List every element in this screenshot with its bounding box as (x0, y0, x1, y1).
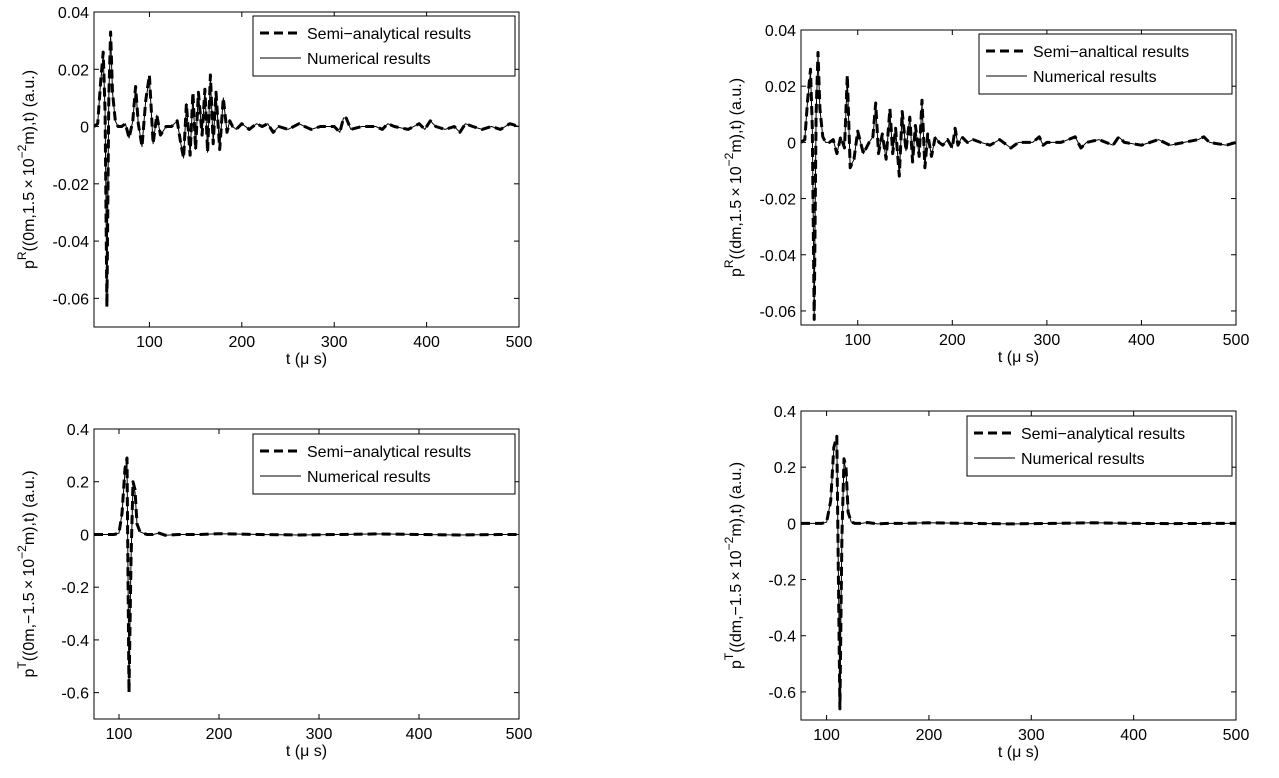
legend-box (966, 415, 1233, 477)
y-axis-label: pR((dm,1.5 × 10−2m),t) (a.u.) (722, 78, 745, 277)
legend-label: Numerical results (1021, 451, 1145, 468)
y-axis-label: pT((dm,−1.5 × 10−2m),t) (a.u.) (722, 462, 745, 669)
x-tick-label: 500 (1223, 332, 1250, 349)
y-tick-label: 0.04 (58, 5, 89, 22)
legend: Semi−analtical results Numerical results (978, 33, 1233, 95)
y-tick-label: 0.4 (67, 422, 89, 439)
panel-top-left: 100 200 300 400 500 -0.06 -0.04 -0.02 0 0.02 0.04 t… (15, 5, 532, 368)
x-tick-label: 400 (413, 334, 440, 351)
y-tick-label: -0.06 (760, 304, 797, 321)
x-tick-label: 100 (813, 727, 840, 744)
panel-bottom-right: 100 200 300 400 500 -0.6 -0.4 -0.2 0 0.2 0.4 t (μ s… (722, 404, 1249, 761)
y-tick-label: 0 (80, 527, 89, 544)
x-tick-label: 300 (1018, 727, 1045, 744)
x-tick-label: 500 (1223, 727, 1250, 744)
x-tick-label: 300 (1034, 332, 1061, 349)
y-axis-label: pT((0m,−1.5 × 10−2m),t) (a.u.) (15, 470, 38, 677)
legend-box (252, 15, 516, 77)
x-axis-label: t (μ s) (998, 744, 1039, 761)
y-tick-label: 0 (80, 120, 89, 137)
y-tick-label: -0.2 (61, 580, 89, 597)
x-tick-label: 400 (406, 726, 433, 743)
y-tick-label: 0.2 (67, 475, 89, 492)
legend-box (252, 433, 516, 495)
y-tick-label: 0 (787, 135, 796, 152)
x-tick-label: 100 (844, 332, 871, 349)
panel-bottom-left: 100 200 300 400 500 -0.6 -0.4 -0.2 0 0.2 0.4 t (μ s… (15, 422, 532, 760)
legend-label: Semi−analytical results (1021, 426, 1185, 443)
series-line-numerical (94, 460, 519, 688)
y-tick-label: 0.4 (774, 404, 796, 421)
y-tick-label: -0.2 (768, 573, 796, 590)
x-tick-label: 300 (306, 726, 333, 743)
series-line-numerical (801, 438, 1236, 701)
legend: Semi−analytical results Numerical results (252, 433, 516, 495)
x-tick-label: 200 (939, 332, 966, 349)
x-axis-label: t (μ s) (286, 351, 327, 368)
legend-label: Semi−analytical results (307, 444, 471, 461)
y-tick-label: -0.06 (53, 291, 90, 308)
y-tick-label: -0.02 (53, 177, 90, 194)
x-tick-label: 200 (206, 726, 233, 743)
x-tick-label: 500 (506, 726, 533, 743)
series-line-numerical (801, 54, 1236, 315)
legend-label: Semi−analytical results (307, 26, 471, 43)
y-tick-label: 0.02 (58, 62, 89, 79)
x-tick-label: 100 (106, 726, 133, 743)
y-tick-label: 0.02 (765, 79, 796, 96)
x-tick-label: 200 (916, 727, 943, 744)
y-tick-label: -0.6 (61, 686, 89, 703)
legend: Semi−analytical results Numerical results (966, 415, 1233, 477)
y-tick-label: 0.2 (774, 460, 796, 477)
legend-label: Numerical results (307, 51, 431, 68)
legend-label: Numerical results (307, 469, 431, 486)
x-tick-label: 400 (1128, 332, 1155, 349)
legend-label: Semi−analtical results (1033, 44, 1189, 61)
legend-label: Numerical results (1033, 69, 1157, 86)
y-tick-label: -0.02 (760, 192, 797, 209)
y-axis-label: pR((0m,1.5 × 10−2m),t) (a.u.) (15, 70, 38, 269)
x-axis-label: t (μ s) (286, 743, 327, 760)
x-tick-label: 400 (1120, 727, 1147, 744)
y-tick-label: -0.6 (768, 685, 796, 702)
panel-top-right: 100 200 300 400 500 -0.06 -0.04 -0.02 0 0.02 0.04 t… (722, 23, 1249, 366)
x-axis-label: t (μ s) (998, 349, 1039, 366)
y-tick-label: -0.04 (53, 234, 90, 251)
series-line-numerical (94, 34, 519, 302)
y-tick-label: 0.04 (765, 23, 796, 40)
y-tick-label: -0.04 (760, 248, 797, 265)
y-tick-label: -0.4 (61, 633, 89, 650)
legend-box (978, 33, 1233, 95)
x-tick-label: 200 (228, 334, 255, 351)
y-tick-label: 0 (787, 516, 796, 533)
legend: Semi−analytical results Numerical results (252, 15, 516, 77)
y-tick-label: -0.4 (768, 629, 796, 646)
x-tick-label: 100 (136, 334, 163, 351)
x-tick-label: 300 (321, 334, 348, 351)
x-tick-label: 500 (506, 334, 533, 351)
